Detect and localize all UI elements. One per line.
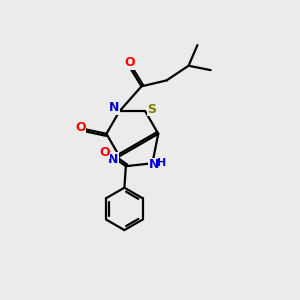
Text: N: N: [109, 101, 119, 114]
Text: S: S: [147, 103, 156, 116]
Text: O: O: [99, 146, 110, 159]
Text: N: N: [148, 158, 159, 171]
Text: H: H: [158, 158, 167, 168]
Text: O: O: [75, 122, 86, 134]
Text: O: O: [124, 56, 135, 69]
Text: N: N: [108, 153, 119, 166]
